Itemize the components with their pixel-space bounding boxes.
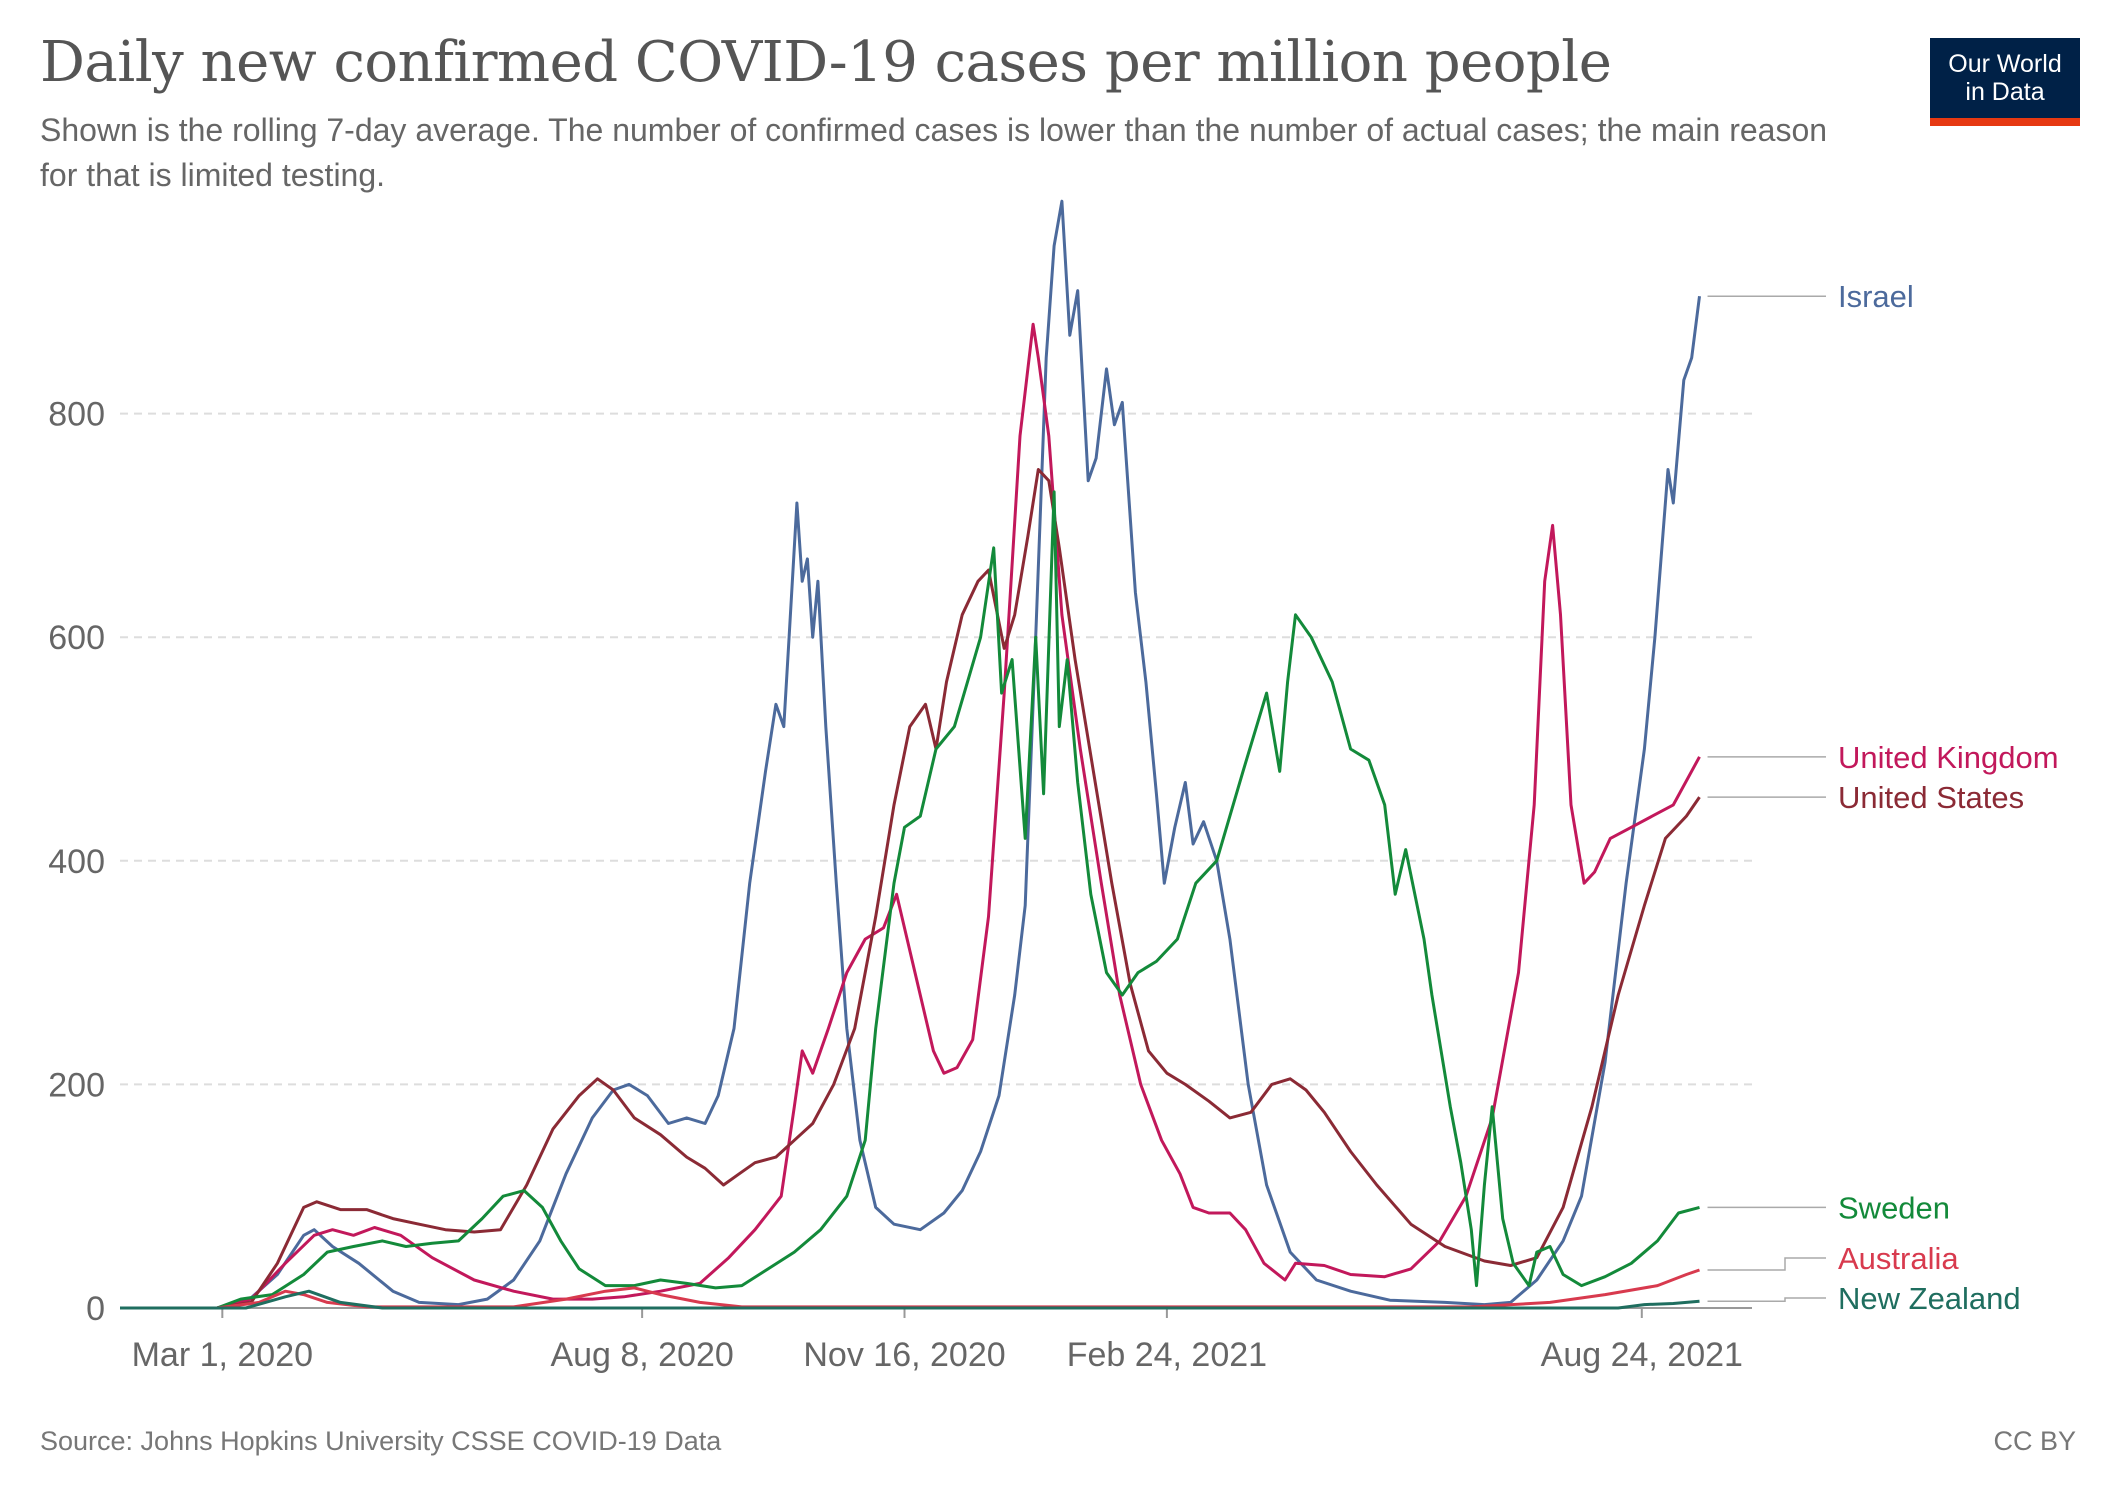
series-label[interactable]: Sweden (1838, 1190, 1950, 1225)
gridlines (120, 412, 1752, 1086)
x-tick-label: Mar 1, 2020 (132, 1336, 313, 1374)
series-label[interactable]: United Kingdom (1838, 740, 2059, 775)
series-line-israel[interactable] (120, 199, 1701, 1310)
x-tick-label: Nov 16, 2020 (803, 1336, 1005, 1374)
logo-line-2: in Data (1965, 78, 2045, 106)
series-labels: Israel United Kingdom United States Sweden A… (1707, 279, 2059, 1316)
series-line-united-kingdom[interactable] (120, 322, 1701, 1310)
license-link[interactable]: CC BY (1993, 1426, 2076, 1456)
y-tick-label: 400 (48, 843, 105, 881)
series-label[interactable]: Israel (1838, 279, 1914, 314)
y-axis-ticks: 0 200 400 600 800 (48, 396, 105, 1328)
series-lines (120, 199, 1701, 1310)
y-tick-label: 600 (48, 619, 105, 657)
label-leader-line (1707, 1297, 1826, 1303)
chart-subtitle: Shown is the rolling 7-day average. The … (40, 112, 1828, 193)
chart-title: Daily new confirmed COVID-19 cases per m… (40, 30, 1612, 95)
logo-line-1: Our World (1948, 50, 2062, 78)
series-label[interactable]: United States (1838, 780, 2024, 815)
y-tick-label: 0 (86, 1290, 105, 1328)
y-tick-label: 800 (48, 396, 105, 434)
label-leader-line (1707, 1257, 1826, 1271)
owid-logo[interactable]: Our World in Data (1930, 38, 2080, 126)
y-tick-label: 200 (48, 1066, 105, 1104)
series-label[interactable]: Australia (1838, 1241, 1959, 1276)
series-line-new-zealand[interactable] (120, 1289, 1700, 1310)
series-line-united-states[interactable] (120, 468, 1701, 1310)
source-note: Source: Johns Hopkins University CSSE CO… (40, 1426, 722, 1456)
series-label[interactable]: New Zealand (1838, 1281, 2021, 1316)
series-line-sweden[interactable] (120, 490, 1700, 1310)
series-line-australia[interactable] (120, 1268, 1700, 1310)
x-tick-label: Aug 24, 2021 (1541, 1336, 1743, 1374)
x-tick-label: Aug 8, 2020 (550, 1336, 733, 1374)
x-axis: Mar 1, 2020 Aug 8, 2020 Nov 16, 2020 Feb 24… (120, 1307, 1752, 1374)
x-tick-label: Feb 24, 2021 (1067, 1336, 1267, 1374)
